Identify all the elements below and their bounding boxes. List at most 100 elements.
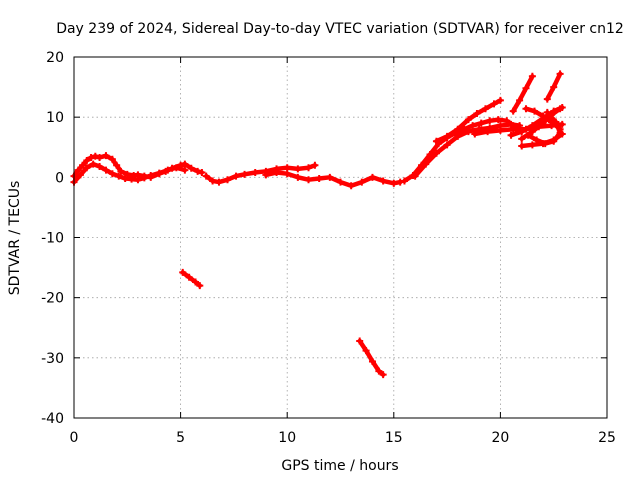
data-point <box>528 122 536 130</box>
data-point <box>224 176 232 184</box>
data-point <box>481 105 489 113</box>
data-point <box>294 165 302 173</box>
data-point <box>172 164 180 172</box>
y-tick-label: -10 <box>41 231 64 247</box>
series-trace <box>180 270 203 288</box>
data-point <box>518 128 526 136</box>
data-point <box>251 169 259 177</box>
data-point <box>443 141 451 149</box>
data-point <box>490 100 498 108</box>
data-point <box>83 164 91 172</box>
data-point <box>454 125 462 133</box>
data-point <box>96 153 104 161</box>
data-point <box>556 129 564 137</box>
data-point <box>443 132 451 140</box>
data-point <box>96 163 104 171</box>
data-point <box>117 167 125 175</box>
data-point <box>215 178 223 186</box>
y-axis-label: SDTVAR / TECUs <box>7 181 23 296</box>
data-point <box>539 119 547 127</box>
grid-layer <box>74 57 607 418</box>
data-point <box>108 155 116 163</box>
data-point <box>128 175 136 183</box>
data-point <box>147 172 155 180</box>
data-point <box>294 173 302 181</box>
plot-frame <box>73 56 608 419</box>
x-tick-label: 0 <box>70 430 79 446</box>
data-point <box>209 177 217 185</box>
data-point <box>486 117 494 125</box>
data-point <box>558 120 566 128</box>
series-track-j <box>509 72 536 115</box>
data-point <box>192 278 200 286</box>
data-point <box>539 112 547 120</box>
data-point <box>368 173 376 181</box>
data-point <box>79 161 87 169</box>
data-layer <box>70 70 566 379</box>
data-point <box>89 160 97 168</box>
data-point <box>283 170 291 178</box>
data-point <box>262 171 270 179</box>
data-point <box>524 131 532 139</box>
data-point <box>509 107 517 115</box>
data-point <box>185 273 193 281</box>
data-point <box>74 166 82 174</box>
series-track-p <box>179 268 204 290</box>
series-track-q <box>356 337 387 379</box>
data-point <box>283 164 291 172</box>
series-track-b <box>70 160 189 186</box>
data-point <box>362 347 370 355</box>
data-point <box>87 153 95 161</box>
data-point <box>496 126 504 134</box>
data-point <box>552 118 560 126</box>
data-point <box>181 166 189 174</box>
data-point <box>507 131 515 139</box>
data-point <box>509 125 517 133</box>
data-point <box>102 166 110 174</box>
data-point <box>108 170 116 178</box>
data-point <box>311 161 319 169</box>
data-point <box>556 105 564 113</box>
data-point <box>411 172 419 180</box>
data-point <box>543 95 551 103</box>
data-point <box>496 96 504 104</box>
data-point <box>179 268 187 276</box>
data-point <box>550 137 558 145</box>
data-point <box>155 169 163 177</box>
data-point <box>528 72 536 80</box>
data-point <box>202 172 210 180</box>
y-tick-label: 20 <box>46 50 64 66</box>
data-point <box>528 128 536 136</box>
x-axis-label: GPS time / hours <box>281 458 398 474</box>
y-tick-label: -40 <box>41 411 64 427</box>
data-point <box>484 128 492 136</box>
series-track-c <box>202 161 319 186</box>
data-point <box>375 367 383 375</box>
data-point <box>134 176 142 184</box>
data-point <box>477 119 485 127</box>
data-point <box>91 152 99 160</box>
data-point <box>337 178 344 186</box>
data-point <box>305 164 313 172</box>
data-point <box>473 110 481 118</box>
data-point <box>196 282 204 290</box>
data-point <box>198 169 206 177</box>
data-point <box>522 105 530 113</box>
data-point <box>531 107 539 115</box>
data-point <box>121 175 129 183</box>
data-point <box>305 176 313 184</box>
data-point <box>541 140 549 148</box>
x-tick-label: 15 <box>385 430 403 446</box>
data-point <box>469 122 477 130</box>
data-point <box>379 371 387 379</box>
x-tick-label: 20 <box>491 430 509 446</box>
data-point <box>528 141 536 149</box>
data-point <box>326 173 334 181</box>
chart-title: Day 239 of 2024, Sidereal Day-to-day VTE… <box>56 21 624 37</box>
data-point <box>273 169 281 177</box>
data-point <box>422 160 430 168</box>
data-point <box>516 96 524 104</box>
data-point <box>543 108 551 116</box>
